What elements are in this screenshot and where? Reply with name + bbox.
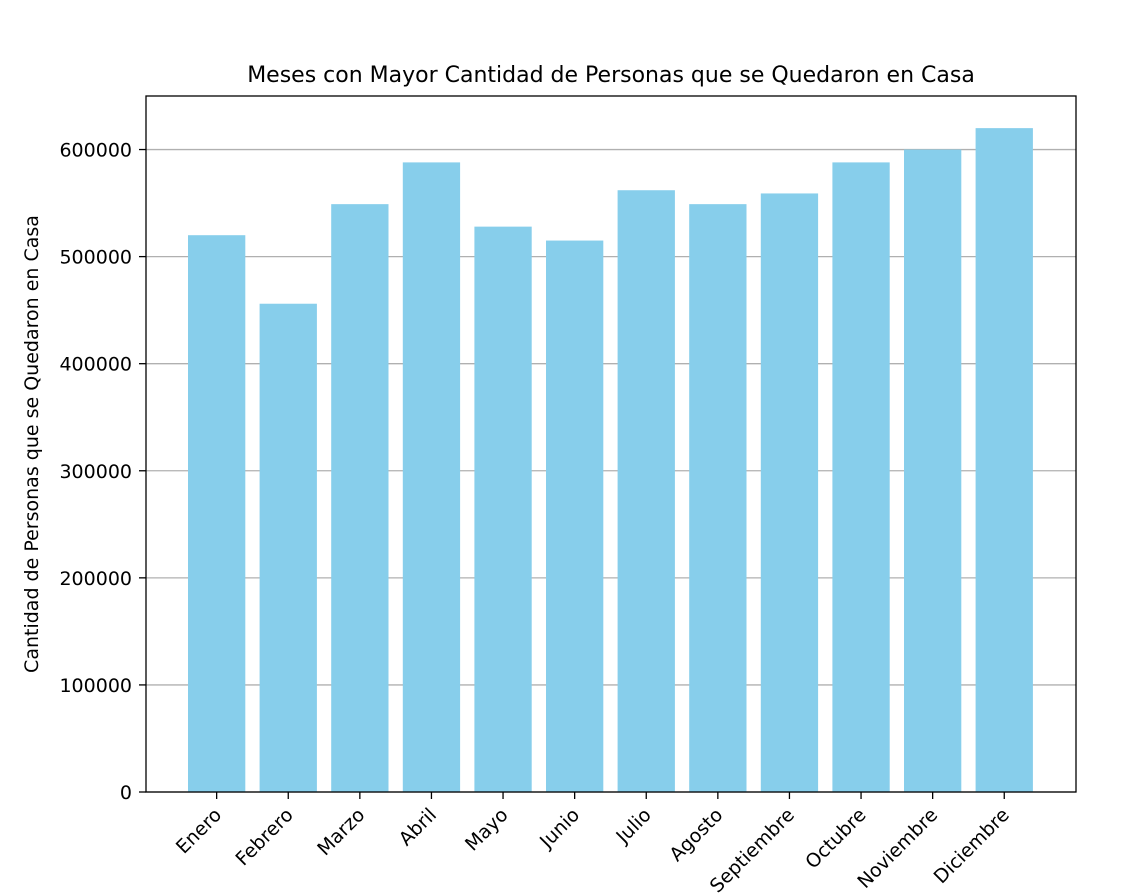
- plot-frame: [145, 95, 1077, 793]
- y-axis: 0 100000 200000 300000 400000 500000 600000: [59, 140, 146, 804]
- chart-title: Meses con Mayor Cantidad de Personas que…: [247, 63, 975, 88]
- bar-enero: [188, 235, 246, 792]
- bar-septiembre: [760, 193, 819, 792]
- bar-diciembre: [975, 128, 1033, 793]
- bar-julio: [617, 190, 675, 793]
- bar-noviembre: [904, 149, 962, 793]
- y-tick-label: 0: [120, 782, 132, 804]
- bar-junio: [546, 240, 604, 793]
- bar-febrero: [259, 303, 317, 792]
- bar-mayo: [474, 226, 532, 792]
- y-tick-label: 400000: [59, 354, 132, 376]
- bars: [188, 128, 1033, 793]
- bar-marzo: [331, 204, 389, 792]
- y-tick-label: 600000: [59, 140, 132, 162]
- y-axis-label: Cantidad de Personas que se Quedaron en …: [21, 215, 43, 673]
- y-tick-label: 500000: [59, 247, 132, 269]
- y-tick-label: 300000: [59, 461, 132, 483]
- bar-agosto: [689, 204, 747, 792]
- y-tick-label: 100000: [59, 675, 132, 697]
- bar-abril: [402, 162, 461, 792]
- y-tick-label: 200000: [59, 568, 132, 590]
- bar-octubre: [832, 162, 890, 792]
